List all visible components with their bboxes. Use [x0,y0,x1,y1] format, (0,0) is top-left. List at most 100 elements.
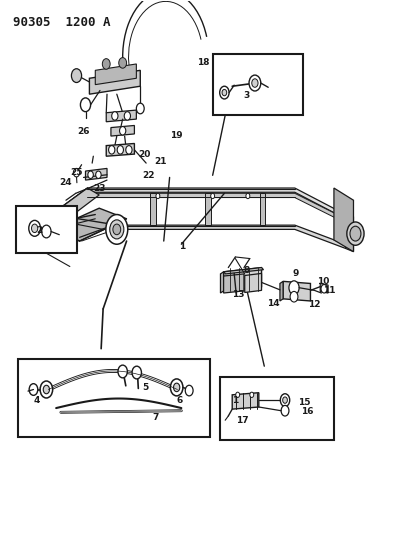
Circle shape [118,365,127,378]
Text: 8: 8 [244,266,250,274]
Polygon shape [232,393,259,409]
Circle shape [29,384,38,395]
Text: 90305  1200 A: 90305 1200 A [13,16,111,29]
Polygon shape [245,273,262,293]
Polygon shape [60,188,346,219]
Text: 1: 1 [232,395,238,405]
Circle shape [185,385,193,396]
Polygon shape [224,268,262,291]
Circle shape [132,366,141,379]
Circle shape [126,146,132,154]
Text: 2: 2 [37,226,43,235]
Polygon shape [334,188,353,252]
Circle shape [124,112,130,120]
Text: 14: 14 [268,299,280,308]
Circle shape [282,397,287,403]
Text: 21: 21 [154,157,167,166]
Bar [220,377,334,440]
Circle shape [156,193,160,199]
Circle shape [347,222,364,245]
Circle shape [80,98,91,112]
Circle shape [73,168,80,177]
Polygon shape [111,225,346,248]
Circle shape [250,392,254,398]
Circle shape [350,226,361,241]
Circle shape [211,193,215,199]
Circle shape [117,146,123,154]
Polygon shape [52,208,126,241]
Text: 1: 1 [179,243,186,252]
Circle shape [29,220,41,236]
Text: 13: 13 [232,290,245,299]
Circle shape [321,285,327,293]
Circle shape [102,59,110,69]
Polygon shape [280,281,283,301]
Text: 25: 25 [70,167,82,176]
Polygon shape [60,188,87,219]
Polygon shape [106,143,134,156]
Circle shape [220,86,229,99]
Circle shape [32,224,38,232]
Text: 17: 17 [236,416,249,425]
Text: 18: 18 [197,58,210,67]
Bar [16,206,77,253]
Circle shape [136,103,144,114]
Polygon shape [283,281,310,301]
Polygon shape [85,168,107,180]
Text: 26: 26 [78,127,90,136]
Text: 22: 22 [142,171,155,180]
Polygon shape [95,64,136,85]
Text: 4: 4 [33,395,40,405]
Text: 12: 12 [309,300,321,309]
Circle shape [246,193,250,199]
Polygon shape [205,193,211,225]
Circle shape [40,381,53,398]
Polygon shape [224,268,264,274]
Circle shape [109,146,115,154]
Circle shape [119,58,126,68]
Polygon shape [320,284,328,293]
Circle shape [43,385,50,394]
Text: 9: 9 [293,269,299,278]
Circle shape [236,392,240,398]
Polygon shape [221,272,224,293]
Text: 23: 23 [93,183,106,192]
Circle shape [281,406,289,416]
Circle shape [290,292,298,302]
Circle shape [252,79,258,87]
Circle shape [110,220,124,239]
Text: 16: 16 [301,407,313,416]
Circle shape [112,112,118,120]
Circle shape [289,281,299,295]
Text: 7: 7 [152,413,158,422]
Text: 20: 20 [138,150,151,159]
Text: 3: 3 [243,91,249,100]
Polygon shape [60,188,99,216]
Circle shape [222,90,227,96]
Circle shape [173,383,180,392]
Circle shape [170,379,183,396]
Bar [18,359,210,437]
Text: 5: 5 [142,383,149,392]
Text: 19: 19 [169,131,182,140]
Text: 15: 15 [298,398,310,407]
Text: 10: 10 [318,277,330,286]
Polygon shape [150,193,156,225]
Circle shape [88,171,93,179]
Circle shape [280,394,290,407]
Polygon shape [106,110,136,122]
Text: 24: 24 [59,178,72,187]
Polygon shape [89,70,140,94]
Circle shape [119,126,126,135]
Polygon shape [260,193,266,225]
Circle shape [96,171,101,179]
Text: 6: 6 [177,395,183,405]
Circle shape [113,224,121,235]
Bar [213,54,303,115]
Text: 11: 11 [323,286,335,295]
Polygon shape [87,193,346,223]
Circle shape [71,69,82,83]
Circle shape [42,225,51,238]
Circle shape [249,75,261,91]
Polygon shape [111,125,134,136]
